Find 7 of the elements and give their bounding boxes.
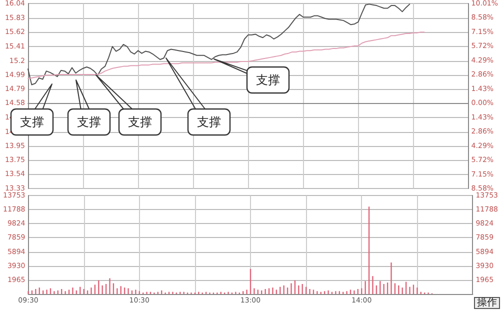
annotation: 支撑 bbox=[20, 115, 44, 129]
annotation: 支撑 bbox=[197, 115, 221, 129]
line-series bbox=[28, 4, 410, 86]
text: 操作 bbox=[477, 296, 497, 308]
annotation: 支撑 bbox=[77, 115, 101, 129]
annotation: 支撑 bbox=[256, 73, 280, 87]
annotation: 支撑 bbox=[128, 115, 152, 129]
